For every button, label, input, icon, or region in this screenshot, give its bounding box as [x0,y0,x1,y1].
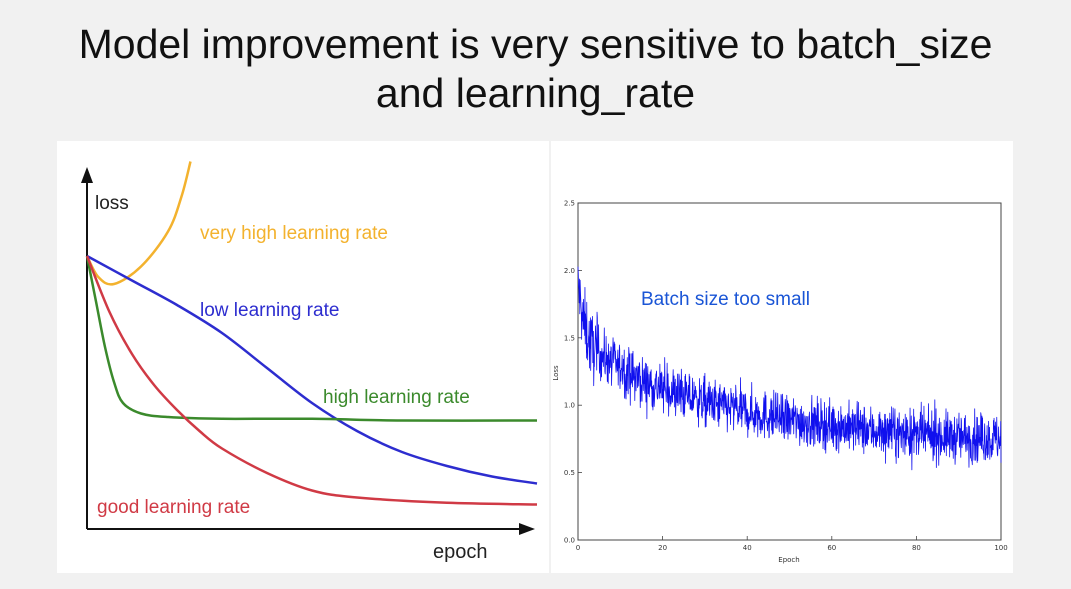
lr-y-axis-label: loss [95,193,129,214]
bs-y-axis-label: Loss [552,365,560,381]
bs-x-tick-label: 100 [994,544,1007,552]
lr-axes: loss epoch [81,167,535,563]
lr-series-lines [85,161,538,506]
title-line-1: Model improvement is very sensitive to b… [78,21,993,67]
learning-rate-chart: loss epoch very high learning rate low l… [57,141,549,573]
title-line-2: and learning_rate [375,70,696,116]
lr-series-labels: very high learning rate low learning rat… [97,223,470,518]
bs-x-tick-label: 80 [912,544,921,552]
bs-plot-frame [577,202,1002,541]
bs-x-tick-label: 60 [827,544,836,552]
lr-x-axis-arrow [519,523,535,535]
bs-x-axis-label: Epoch [778,556,799,564]
legend-low-lr: low learning rate [200,300,339,321]
bs-x-tick-label: 20 [658,544,667,552]
bs-y-tick-label: 0.0 [564,537,575,545]
lr-line-very-high [85,161,192,286]
legend-high-lr: high learning rate [323,387,470,408]
lr-line-good [85,255,538,506]
bs-loss-series [577,266,1002,471]
batch-size-chart: 0 20 40 60 80 100 0.0 0.5 1.0 1.5 2.0 2.5 Batch siz… [551,141,1013,573]
legend-good-lr: good learning rate [97,497,250,518]
lr-line-low [86,254,538,485]
lr-line-high [85,255,538,422]
bs-y-tick-label: 1.5 [564,334,575,342]
lr-y-axis-arrow [81,167,93,183]
legend-very-high-lr: very high learning rate [200,223,388,244]
bs-y-tick-label: 2.5 [564,200,575,208]
learning-rate-chart-svg: loss epoch very high learning rate low l… [81,161,538,563]
bs-x-tick-label: 0 [576,544,580,552]
bs-y-tick-label: 1.0 [564,402,575,410]
bs-x-tick-label: 40 [743,544,752,552]
batch-size-chart-svg: 0 20 40 60 80 100 0.0 0.5 1.0 1.5 2.0 2.5 Batch siz… [552,200,1008,565]
lr-x-axis-label: epoch [433,541,488,563]
bs-y-tick-label: 0.5 [564,469,575,477]
bs-y-tick-label: 2.0 [564,267,575,275]
bs-annotation: Batch size too small [641,289,810,310]
bs-ticks: 0 20 40 60 80 100 0.0 0.5 1.0 1.5 2.0 2.5 [564,200,1008,553]
slide-title: Model improvement is very sensitive to b… [0,20,1071,118]
